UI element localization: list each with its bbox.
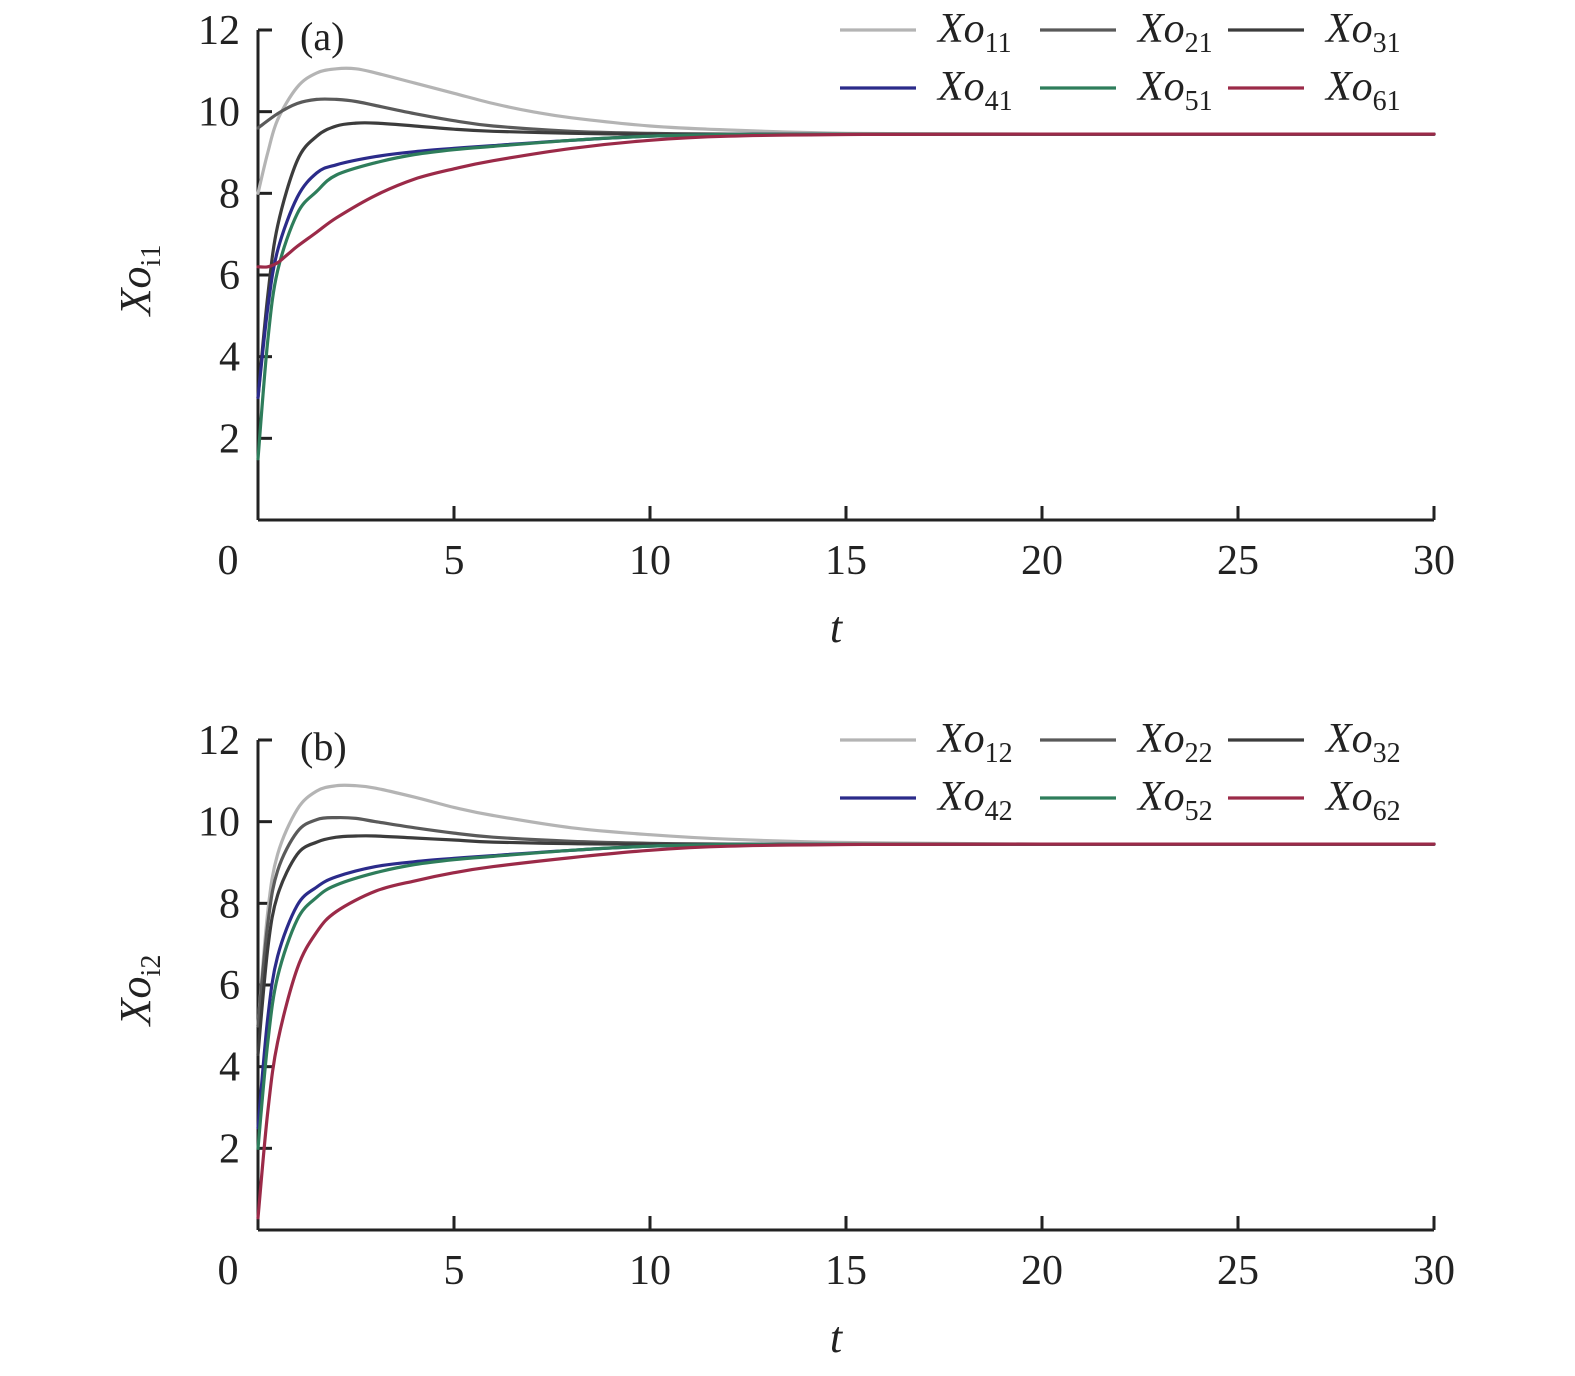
legend-label-Xo31-main: Xo: [1324, 6, 1373, 52]
x-axis-label: t: [830, 1313, 844, 1362]
legend-label-Xo52: Xo52: [1136, 774, 1213, 827]
x-tick-label: 5: [444, 1248, 465, 1294]
series-line-Xo12: [256, 783, 1436, 1028]
legend-label-Xo41-sub: 41: [985, 86, 1013, 117]
x-tick-label: 15: [825, 538, 867, 584]
legend-label-Xo62: Xo62: [1324, 774, 1401, 827]
y-tick-label: 6: [219, 963, 240, 1009]
panel-label: (a): [300, 14, 344, 59]
y-tick-label: 4: [219, 335, 240, 381]
series-line-Xo32: [256, 834, 1436, 1056]
series-line-Xo42: [256, 842, 1436, 1130]
legend-label-Xo51-sub: 51: [1185, 86, 1213, 117]
series-line-Xo31: [256, 121, 1436, 400]
legend-label-Xo31-sub: 31: [1373, 28, 1401, 59]
x-tick-label: 15: [825, 1248, 867, 1294]
legend-label-Xo42: Xo42: [936, 774, 1013, 827]
legend-label-Xo51-main: Xo: [1136, 64, 1185, 110]
legend-label-Xo61-sub: 61: [1373, 86, 1401, 117]
series-line-Xo52: [256, 842, 1436, 1150]
legend-label-Xo22: Xo22: [1136, 716, 1213, 769]
y-axis-label-sub: i2: [136, 955, 167, 977]
y-axis-label-main: Xo: [111, 976, 160, 1027]
legend-label-Xo12: Xo12: [936, 716, 1013, 769]
series-line-Xo61: [256, 132, 1436, 269]
legend-label-Xo61: Xo61: [1324, 64, 1401, 117]
legend-label-Xo41: Xo41: [936, 64, 1013, 117]
legend-label-Xo31: Xo31: [1324, 6, 1401, 59]
legend-label-Xo41-main: Xo: [936, 64, 985, 110]
y-axis-label: Xoi1: [111, 245, 167, 318]
x-tick-label: 10: [629, 538, 671, 584]
x-tick-label: 0: [218, 1248, 239, 1294]
x-tick-label: 20: [1021, 1248, 1063, 1294]
legend-label-Xo22-sub: 22: [1185, 738, 1213, 769]
legend-label-Xo12-sub: 12: [985, 738, 1013, 769]
legend-label-Xo52-sub: 52: [1185, 796, 1213, 827]
legend-label-Xo21-main: Xo: [1136, 6, 1185, 52]
legend-label-Xo12-main: Xo: [936, 716, 985, 762]
panel-label: (b): [300, 724, 347, 769]
y-tick-label: 6: [219, 253, 240, 299]
y-tick-label: 2: [219, 1126, 240, 1172]
y-tick-label: 4: [219, 1045, 240, 1091]
legend-label-Xo42-sub: 42: [985, 796, 1013, 827]
legend-label-Xo51: Xo51: [1136, 64, 1213, 117]
series-line-Xo62: [256, 842, 1436, 1220]
y-axis-label-main: Xo: [111, 266, 160, 317]
x-tick-label: 0: [218, 538, 239, 584]
legend-label-Xo61-main: Xo: [1324, 64, 1373, 110]
legend-label-Xo42-main: Xo: [936, 774, 985, 820]
x-tick-label: 10: [629, 1248, 671, 1294]
y-tick-label: 10: [198, 800, 240, 846]
legend-label-Xo32: Xo32: [1324, 716, 1401, 769]
x-tick-label: 30: [1413, 1248, 1455, 1294]
legend-label-Xo11-main: Xo: [936, 6, 985, 52]
y-axis-label: Xoi2: [111, 955, 167, 1028]
x-tick-label: 30: [1413, 538, 1455, 584]
legend-label-Xo52-main: Xo: [1136, 774, 1185, 820]
x-tick-label: 5: [444, 538, 465, 584]
legend-label-Xo32-main: Xo: [1324, 716, 1373, 762]
legend-label-Xo11: Xo11: [936, 6, 1012, 59]
y-tick-label: 2: [219, 416, 240, 462]
legend-label-Xo21-sub: 21: [1185, 28, 1213, 59]
y-axis-label-sub: i1: [136, 245, 167, 267]
y-tick-label: 12: [198, 718, 240, 764]
x-tick-label: 20: [1021, 538, 1063, 584]
y-tick-label: 12: [198, 8, 240, 54]
series-line-Xo51: [256, 132, 1436, 461]
series-line-Xo22: [256, 815, 1436, 1028]
legend-label-Xo62-sub: 62: [1373, 796, 1401, 827]
x-tick-label: 25: [1217, 1248, 1259, 1294]
legend-label-Xo62-main: Xo: [1324, 774, 1373, 820]
legend-label-Xo32-sub: 32: [1373, 738, 1401, 769]
legend-label-Xo21: Xo21: [1136, 6, 1213, 59]
legend-label-Xo11-sub: 11: [985, 28, 1012, 59]
legend-label-Xo22-main: Xo: [1136, 716, 1185, 762]
x-axis-label: t: [830, 603, 844, 652]
x-tick-label: 25: [1217, 538, 1259, 584]
y-tick-label: 8: [219, 171, 240, 217]
y-tick-label: 8: [219, 881, 240, 927]
y-tick-label: 10: [198, 90, 240, 136]
